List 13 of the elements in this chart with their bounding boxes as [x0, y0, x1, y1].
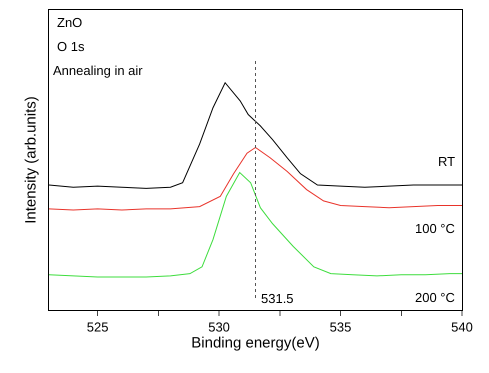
series-label: 200 °C	[415, 290, 455, 305]
text: ZnO	[57, 15, 82, 30]
x-tick-label: 525	[86, 320, 108, 335]
text: Annealing in air	[53, 63, 144, 78]
ref-line-label: 531.5	[261, 291, 294, 306]
x-tick-label: 530	[208, 320, 230, 335]
series-label: RT	[438, 154, 456, 169]
y-axis-title: Intensity (arb.units)	[22, 96, 40, 224]
x-tick-label: 535	[330, 320, 352, 335]
text: O 1s	[57, 39, 85, 54]
series-label: 100 °C	[415, 221, 455, 236]
x-axis-title: Binding energy(eV)	[191, 334, 320, 352]
x-tick-label: 540	[451, 320, 473, 335]
